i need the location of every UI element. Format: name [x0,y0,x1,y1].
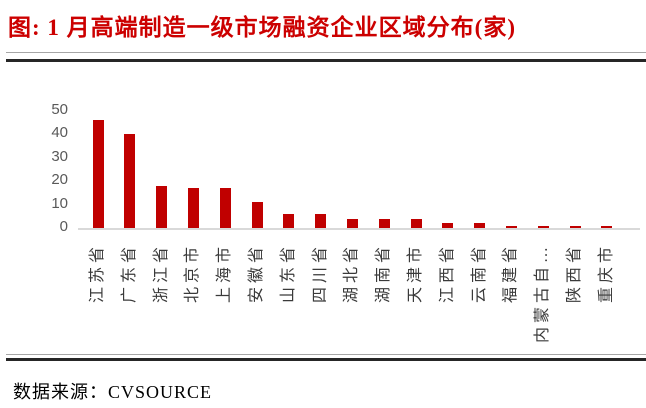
bar [156,186,168,228]
chart-title: 图: 1 月高端制造一级市场融资企业区域分布(家) [8,15,516,40]
bar [442,223,454,228]
bar [505,226,517,228]
bar [251,202,263,228]
x-axis-label: 云南省 [470,243,488,304]
footer-divider-thin [6,354,646,355]
y-axis-tick-label: 20 [51,171,68,188]
bar [315,214,327,228]
x-axis-label: 天津市 [407,243,424,304]
x-axis-label: 福建省 [502,243,520,304]
x-axis-label: 广东省 [120,243,138,304]
y-axis-tick-label: 10 [51,194,68,212]
x-axis-label: 北京市 [184,243,202,304]
y-axis-tick-label: 0 [59,218,68,235]
x-axis-label: 上海市 [216,243,234,304]
bar [92,120,104,228]
bar [283,214,295,228]
bar [187,188,199,228]
x-axis-label: 湖北省 [343,243,361,304]
x-axis-label: 安徽省 [248,243,265,304]
bar [474,223,486,228]
x-axis-label: 江西省 [438,243,456,304]
x-axis-label: 重庆市 [597,243,615,304]
bar [569,226,581,228]
bar [219,188,231,228]
x-axis-label: 陕西省 [566,243,583,304]
footer-divider-thick [6,358,646,361]
x-axis-label: 山东省 [279,243,297,304]
x-axis-label: 四川省 [311,243,329,304]
title-divider-thin [6,52,646,53]
bar [124,134,136,228]
x-axis-label: 湖南省 [375,243,393,304]
x-axis-label: 内蒙古自… [534,243,552,344]
bar [410,219,422,228]
bar [378,219,390,228]
bar [537,226,549,228]
y-axis-tick-label: 40 [51,124,68,141]
bar [601,226,613,228]
y-axis-tick-label: 50 [51,100,68,118]
x-axis-line [78,228,640,230]
bar-chart: 0 10 20 30 40 50 江苏省 广东省 浙江省 北京市 上海市 安徽省 山东省 四川省 湖北省 湖南… [51,100,640,344]
title-divider-thick [6,59,646,62]
y-axis-tick-label: 30 [51,147,68,165]
x-axis-label: 浙江省 [152,243,170,304]
x-axis-label: 江苏省 [89,243,106,304]
data-source: 数据来源：CVSOURCE [13,382,213,402]
bar [346,219,358,228]
